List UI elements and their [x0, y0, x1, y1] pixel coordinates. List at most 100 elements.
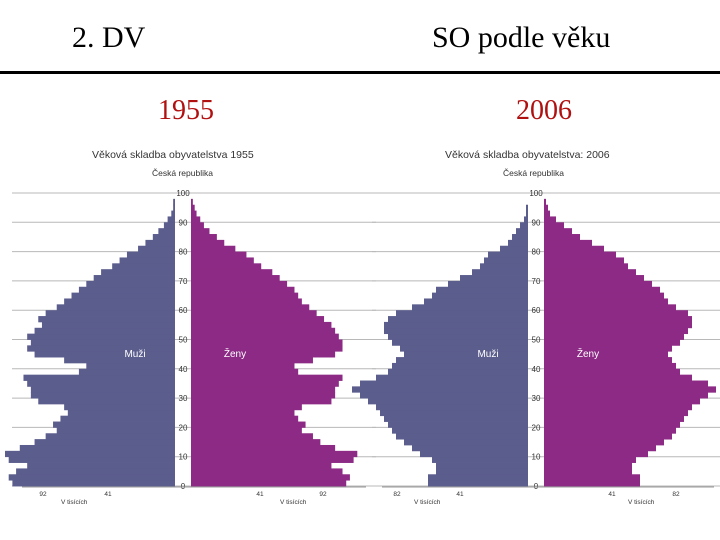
bar-women-age-70	[544, 275, 644, 282]
series-label-men: Muži	[124, 349, 145, 360]
age-tick-label: 20	[179, 423, 188, 432]
bar-women-age-92	[191, 210, 197, 217]
bar-men-age-78	[126, 251, 175, 258]
bar-women-age-90	[544, 216, 556, 223]
bar-women-age-80	[191, 245, 236, 252]
bar-men-age-26	[376, 403, 528, 411]
bar-men-age-44	[404, 351, 528, 358]
age-tick-label: 100	[176, 189, 190, 198]
bar-men-age-58	[45, 310, 175, 317]
bar-women-age-8	[544, 456, 636, 463]
bar-men-age-80	[138, 245, 175, 252]
bar-women-age-60	[544, 304, 676, 311]
bar-women-age-14	[191, 439, 321, 446]
bar-women-age-56	[191, 316, 325, 323]
bar-women-age-32	[544, 386, 716, 393]
slide-title-right: SO podle věku	[432, 21, 611, 54]
bar-women-age-64	[544, 292, 664, 299]
bar-men-age-30	[360, 392, 528, 399]
bar-women-age-50	[544, 333, 684, 340]
bar-women-age-24	[544, 409, 688, 417]
bar-women-age-54	[191, 321, 332, 329]
bar-men-age-78	[488, 251, 528, 258]
age-tick-label: 60	[179, 306, 188, 315]
bar-women-age-76	[544, 257, 624, 264]
bar-men-age-42	[64, 357, 175, 364]
bar-men-age-12	[19, 444, 175, 452]
bar-men-age-8	[432, 456, 528, 463]
bar-women-age-4	[191, 468, 343, 475]
bar-men-age-56	[38, 316, 176, 323]
bar-men-age-72	[472, 269, 528, 276]
bar-women-age-50	[191, 333, 339, 340]
bar-men-age-76	[119, 257, 175, 264]
x-unit-label-right: V tisících	[628, 499, 655, 506]
bar-women-age-66	[544, 286, 660, 294]
bar-women-age-30	[191, 392, 336, 399]
bar-women-age-46	[544, 345, 672, 352]
bar-women-age-22	[544, 415, 684, 422]
x-unit-label-left: V tisících	[61, 499, 88, 506]
bar-women-age-42	[191, 357, 313, 364]
bar-women-age-2	[191, 474, 350, 481]
bar-women-age-20	[544, 421, 680, 428]
bar-women-age-74	[544, 263, 628, 270]
bar-men-age-50	[27, 333, 175, 340]
bar-women-age-96	[544, 198, 546, 206]
age-tick-label: 40	[532, 365, 541, 374]
x-unit-label-right: V tisících	[280, 499, 307, 506]
x-tick-right: 82	[672, 491, 680, 498]
bar-women-age-8	[191, 456, 354, 463]
bar-men-age-4	[436, 468, 528, 475]
bar-women-age-62	[191, 298, 302, 305]
bar-women-age-74	[191, 263, 262, 270]
bar-men-age-86	[158, 228, 175, 235]
year-label-1955: 1955	[158, 95, 214, 126]
bar-women-age-44	[544, 351, 668, 358]
x-tick-left: 41	[456, 491, 464, 498]
bar-women-age-60	[191, 304, 310, 311]
bar-men-age-16	[396, 433, 528, 440]
bar-women-age-68	[191, 280, 288, 288]
bar-men-age-26	[64, 403, 175, 411]
bar-men-age-80	[500, 245, 528, 252]
bar-men-age-54	[384, 321, 528, 329]
bar-women-age-16	[191, 433, 313, 440]
bar-men-age-84	[152, 234, 175, 241]
bar-men-age-82	[145, 239, 175, 247]
age-tick-label: 20	[532, 423, 541, 432]
bar-women-age-84	[191, 234, 217, 241]
age-tick-label: 30	[179, 394, 188, 403]
bar-women-age-6	[191, 462, 332, 469]
bar-men-age-8	[8, 456, 176, 463]
bar-men-age-28	[368, 398, 528, 405]
x-tick-right: 41	[256, 491, 264, 498]
bar-women-age-42	[544, 357, 672, 364]
chart-subtitle: Česká republika	[503, 168, 564, 178]
bar-women-age-28	[191, 398, 332, 405]
bar-men-age-40	[86, 362, 175, 370]
bar-men-age-48	[30, 339, 175, 346]
bar-men-age-64	[432, 292, 528, 299]
bar-men-age-32	[30, 386, 175, 393]
x-tick-left: 82	[393, 491, 401, 498]
bar-men-age-46	[400, 345, 528, 352]
bar-men-age-0	[12, 480, 176, 487]
bar-women-age-40	[191, 362, 295, 370]
bar-women-age-58	[544, 310, 688, 317]
series-label-men: Muži	[477, 349, 498, 360]
bar-men-age-82	[508, 239, 528, 247]
bar-women-age-84	[544, 234, 580, 241]
bar-men-age-4	[16, 468, 175, 475]
bar-women-age-46	[191, 345, 343, 352]
series-label-women: Ženy	[224, 347, 246, 360]
age-tick-label: 70	[179, 277, 188, 286]
bar-women-age-68	[544, 280, 652, 288]
chart-title: Věková skladba obyvatelstva 1955	[92, 149, 254, 161]
bar-women-age-18	[544, 427, 676, 434]
bar-men-age-62	[424, 298, 528, 305]
bar-women-age-92	[544, 210, 550, 217]
bar-women-age-4	[544, 468, 632, 475]
x-tick-left: 92	[39, 491, 47, 498]
bar-men-age-84	[512, 234, 528, 241]
